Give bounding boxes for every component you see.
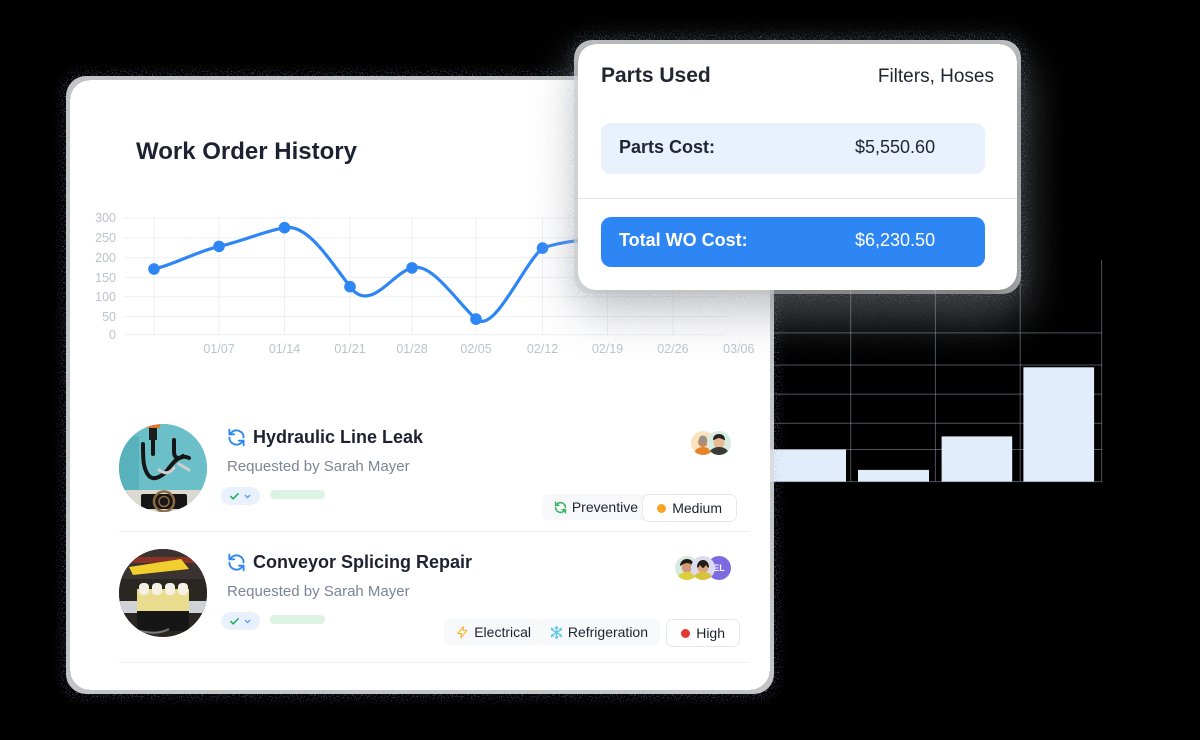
svg-text:01/21: 01/21: [334, 342, 365, 356]
svg-text:03/06: 03/06: [723, 342, 754, 356]
svg-text:02/19: 02/19: [592, 342, 623, 356]
svg-text:150: 150: [95, 271, 116, 285]
svg-text:02/05: 02/05: [460, 342, 491, 356]
svg-text:300: 300: [95, 213, 116, 225]
svg-text:01/14: 01/14: [269, 342, 300, 356]
svg-text:01/07: 01/07: [203, 342, 234, 356]
svg-text:100: 100: [95, 290, 116, 304]
svg-text:50: 50: [102, 310, 116, 324]
svg-text:0: 0: [109, 328, 116, 342]
svg-text:250: 250: [95, 231, 116, 245]
svg-text:200: 200: [95, 251, 116, 265]
svg-text:01/28: 01/28: [396, 342, 427, 356]
svg-text:02/26: 02/26: [657, 342, 688, 356]
svg-text:02/12: 02/12: [527, 342, 558, 356]
